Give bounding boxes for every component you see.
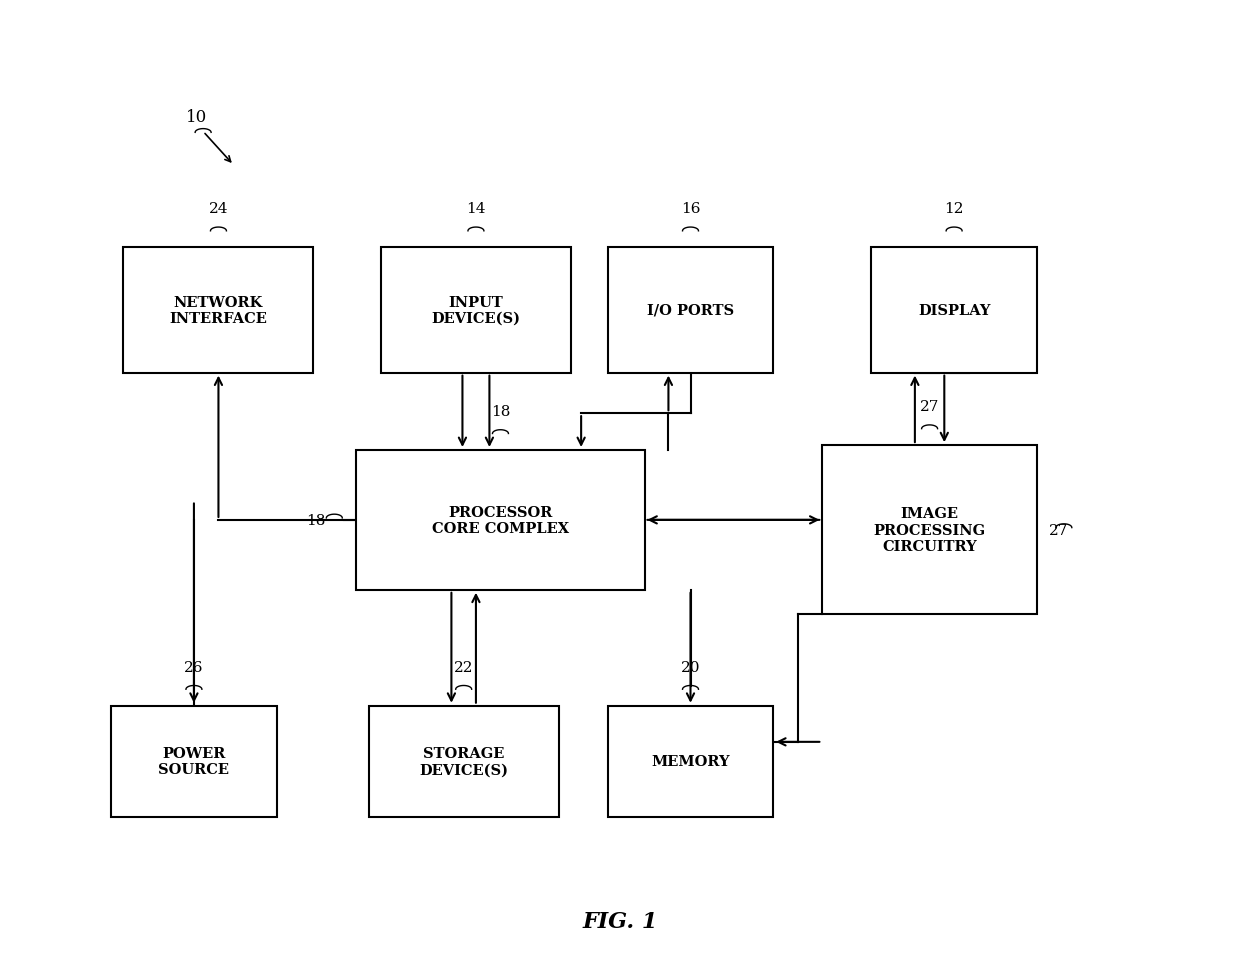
FancyBboxPatch shape (872, 248, 1037, 374)
FancyBboxPatch shape (822, 446, 1037, 614)
Text: NETWORK
INTERFACE: NETWORK INTERFACE (170, 295, 268, 326)
Text: 22: 22 (454, 660, 474, 674)
Text: 24: 24 (208, 202, 228, 216)
Text: 20: 20 (681, 660, 701, 674)
Text: 16: 16 (681, 202, 701, 216)
Text: 27: 27 (920, 400, 939, 414)
Text: IMAGE
PROCESSING
CIRCUITRY: IMAGE PROCESSING CIRCUITRY (873, 507, 986, 554)
Text: 18: 18 (491, 405, 510, 419)
Text: DISPLAY: DISPLAY (918, 303, 991, 318)
Text: 10: 10 (186, 110, 207, 126)
FancyBboxPatch shape (356, 451, 645, 591)
FancyBboxPatch shape (368, 706, 559, 817)
Text: FIG. 1: FIG. 1 (583, 911, 657, 932)
FancyBboxPatch shape (381, 248, 570, 374)
Text: STORAGE
DEVICE(S): STORAGE DEVICE(S) (419, 746, 508, 777)
Text: I/O PORTS: I/O PORTS (647, 303, 734, 318)
Text: 27: 27 (1049, 523, 1069, 537)
Text: 12: 12 (945, 202, 963, 216)
FancyBboxPatch shape (608, 706, 774, 817)
Text: 18: 18 (306, 513, 326, 527)
Text: 26: 26 (185, 660, 203, 674)
Text: POWER
SOURCE: POWER SOURCE (159, 746, 229, 777)
Text: PROCESSOR
CORE COMPLEX: PROCESSOR CORE COMPLEX (432, 506, 569, 535)
Text: INPUT
DEVICE(S): INPUT DEVICE(S) (432, 295, 521, 326)
Text: MEMORY: MEMORY (651, 754, 730, 769)
FancyBboxPatch shape (112, 706, 277, 817)
FancyBboxPatch shape (608, 248, 774, 374)
Text: 14: 14 (466, 202, 486, 216)
FancyBboxPatch shape (124, 248, 314, 374)
